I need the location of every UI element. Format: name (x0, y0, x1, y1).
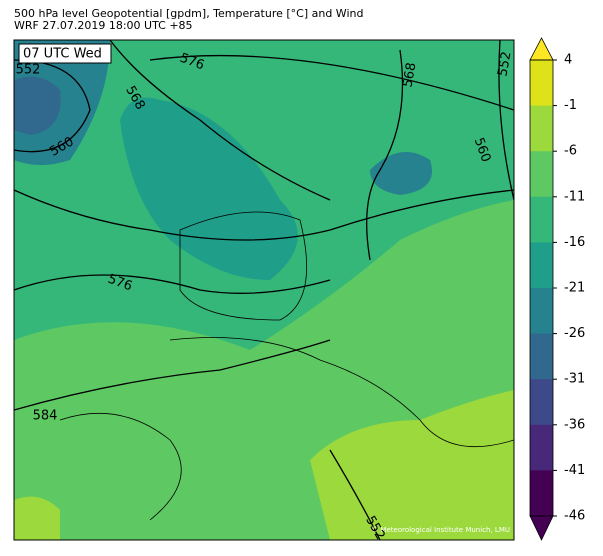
contour-label: 568 (400, 61, 419, 88)
colorbar-tick-label: -46 (564, 509, 585, 524)
title: 500 hPa level Geopotential [gpdm], Tempe… (14, 7, 363, 20)
colorbar-band (530, 379, 553, 426)
subtitle: WRF 27.07.2019 18:00 UTC +85 (14, 19, 193, 32)
colorbar-tick-label: -6 (564, 144, 577, 159)
colorbar-band (530, 288, 553, 335)
map-frame (13, 39, 515, 541)
colorbar-extend-top (529, 37, 554, 61)
colorbar-tick-label: 4 (564, 53, 572, 68)
time-label-box (18, 43, 112, 64)
time-label: 07 UTC Wed (23, 47, 102, 62)
copyright: © Meteorological Institute Munich, LMU (371, 526, 510, 534)
colorbar-tick-label: -21 (564, 281, 585, 296)
colorbar-band (530, 105, 553, 152)
map-field (14, 40, 514, 540)
colorbar-band (530, 151, 553, 198)
colorbar-band (530, 424, 553, 471)
colorbar-band (530, 333, 553, 380)
colorbar-band (530, 242, 553, 289)
colorbar-tick-label: -31 (564, 372, 585, 387)
colorbar-tick-label: -1 (564, 98, 577, 113)
colorbar-tick-label: -36 (564, 417, 585, 432)
colorbar-extend-bottom (529, 515, 554, 541)
contour-label: 584 (33, 409, 58, 424)
colorbar-tick-label: -41 (564, 463, 585, 478)
colorbar-tick-label: -16 (564, 235, 585, 250)
contour-label: 552 (495, 50, 514, 77)
colorbar-band (530, 196, 553, 243)
colorbar: 4 -1 -6 -11 -16 -21 -26 -31 -36 -41 -46 (529, 37, 585, 541)
colorbar-band (530, 60, 553, 107)
contour-label: 552 (16, 63, 41, 78)
colorbar-tick-label: -11 (564, 189, 585, 204)
colorbar-tick-label: -26 (564, 326, 585, 341)
colorbar-band (530, 470, 553, 517)
